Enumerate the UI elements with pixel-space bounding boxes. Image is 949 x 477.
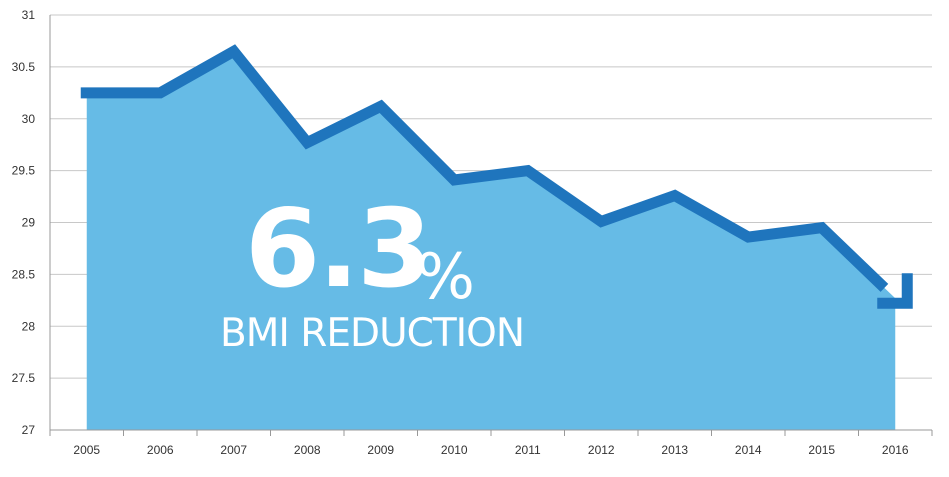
x-tick-label: 2010 (441, 443, 468, 457)
y-tick-label: 27.5 (12, 371, 36, 385)
y-tick-label: 29.5 (12, 164, 36, 178)
x-tick-label: 2015 (808, 443, 835, 457)
area-fill (86, 51, 896, 430)
arrow-head (877, 273, 913, 309)
y-tick-label: 27 (22, 423, 36, 437)
x-tick-label: 2009 (367, 443, 394, 457)
axes (49, 15, 933, 436)
y-tick-label: 29 (22, 216, 36, 230)
area-series (86, 51, 896, 430)
x-tick-label: 2014 (735, 443, 762, 457)
y-tick-label: 31 (22, 8, 36, 22)
reduction-value: 6.3 (245, 187, 432, 312)
y-tick-label: 28 (22, 319, 36, 333)
y-tick-labels: 27 27.5 28 28.5 29 29.5 30 30.5 31 (12, 8, 36, 437)
x-tick-labels: 2005 2006 2007 2008 2009 2010 2011 2012 2013 2014… (73, 443, 909, 457)
x-tick-label: 2016 (882, 443, 909, 457)
x-tick-label: 2008 (294, 443, 321, 457)
reduction-unit: % (416, 240, 475, 313)
x-tick-label: 2012 (588, 443, 615, 457)
y-tick-label: 28.5 (12, 267, 36, 281)
series-line (80, 44, 889, 292)
x-tick-label: 2013 (661, 443, 688, 457)
x-tick-label: 2011 (515, 443, 541, 457)
reduction-label: BMI REDUCTION (220, 311, 525, 356)
x-tick-label: 2005 (73, 443, 100, 457)
x-tick-label: 2006 (147, 443, 174, 457)
y-tick-label: 30 (22, 112, 36, 126)
y-tick-label: 30.5 (12, 60, 36, 74)
x-tick-label: 2007 (220, 443, 247, 457)
line-series (80, 44, 913, 309)
